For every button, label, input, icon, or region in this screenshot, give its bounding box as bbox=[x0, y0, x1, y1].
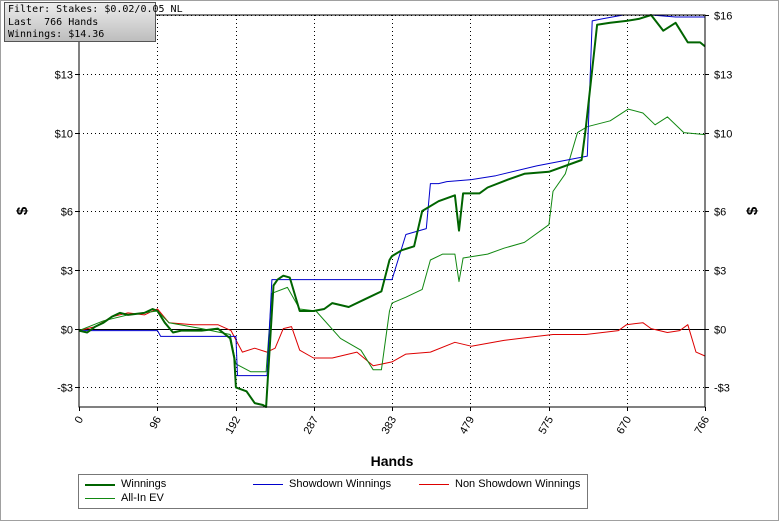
y-tick-label-left: $3 bbox=[61, 266, 73, 278]
series-line-showdown bbox=[79, 14, 705, 377]
legend-label-winnings: Winnings bbox=[121, 478, 167, 490]
legend-swatch-winnings bbox=[85, 484, 115, 486]
y-tick-label-right: $13 bbox=[714, 70, 732, 82]
y-tick-label-right: $6 bbox=[714, 207, 726, 219]
x-tick-label: 766 bbox=[693, 415, 713, 437]
series-line-winnings bbox=[78, 14, 706, 408]
legend-swatch-all-in-ev bbox=[85, 498, 115, 499]
x-tick-label: 479 bbox=[458, 415, 478, 437]
x-tick-label: 575 bbox=[537, 415, 557, 437]
x-tick-label: 287 bbox=[302, 415, 322, 437]
y-tick-label-right: $16 bbox=[714, 11, 732, 23]
chart-legend: Winnings Showdown Winnings Non Showdown … bbox=[78, 474, 588, 509]
legend-swatch-showdown bbox=[253, 484, 283, 485]
y-tick-label-left: $10 bbox=[55, 129, 73, 141]
y-tick-label-left: $0 bbox=[61, 325, 73, 337]
x-tick-label: 192 bbox=[224, 415, 244, 437]
hand-count-text: Last 766 Hands bbox=[8, 16, 99, 28]
y-tick-label-left: $6 bbox=[61, 207, 73, 219]
filter-info-box: Filter: Stakes: $0.02/0.05 NL Last 766 Ha… bbox=[4, 2, 183, 42]
x-tick-label: 670 bbox=[615, 415, 635, 437]
legend-swatch-non-showdown bbox=[419, 484, 449, 485]
grid-layer bbox=[79, 15, 705, 407]
y-tick-label-right: $0 bbox=[714, 325, 726, 337]
winnings-total-text: Winnings: $14.36 bbox=[8, 29, 105, 40]
x-tick-label: 383 bbox=[380, 415, 400, 437]
y-tick-label-right: $3 bbox=[714, 266, 726, 278]
ticks-layer: 0 96 192 287 383 479 575 670 766 -$3 -$3 $0 $0 $3 $3 $6… bbox=[55, 11, 733, 437]
y-tick-label-left: $13 bbox=[55, 70, 73, 82]
series-line-non-showdown bbox=[78, 308, 706, 367]
y-tick-label-left: -$3 bbox=[57, 383, 73, 395]
series-layer bbox=[78, 14, 706, 408]
legend-label-all-in-ev: All-In EV bbox=[121, 492, 164, 504]
x-tick-label: 0 bbox=[73, 415, 86, 426]
x-tick-label: 96 bbox=[148, 415, 165, 432]
x-axis-title: Hands bbox=[371, 453, 414, 469]
y-tick-label-right: $10 bbox=[714, 129, 732, 141]
legend-label-non-showdown: Non Showdown Winnings bbox=[455, 478, 581, 490]
y-tick-label-right: -$3 bbox=[714, 383, 730, 395]
y-axis-title-left: $ bbox=[14, 206, 31, 215]
legend-label-showdown: Showdown Winnings bbox=[289, 478, 392, 490]
filter-text: Filter: Stakes: $0.02/0.05 NL bbox=[8, 4, 183, 15]
y-axis-title-right: $ bbox=[744, 206, 761, 215]
